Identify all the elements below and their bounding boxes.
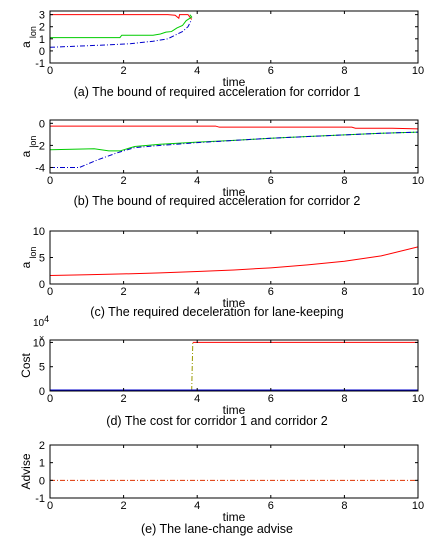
- x-tick-label: 4: [194, 65, 200, 77]
- y-axis-label: a lon: [19, 247, 38, 269]
- x-tick-label: 2: [121, 175, 127, 187]
- y-exponent-power: 4: [44, 314, 49, 324]
- y-axis-label-subscript: lon: [28, 136, 38, 148]
- x-tick-label: 2: [121, 286, 127, 298]
- x-tick-label: 4: [194, 175, 200, 187]
- y-axis-label-main: a: [19, 41, 33, 48]
- y-tick-label: 0: [39, 46, 45, 58]
- y-tick-label: 2: [39, 440, 45, 452]
- x-tick-label: 2: [121, 393, 127, 405]
- y-tick-label: -1: [35, 58, 45, 70]
- x-tick-label: 2: [121, 65, 127, 77]
- x-tick-label: 2: [121, 500, 127, 512]
- x-tick-label: 6: [268, 393, 274, 405]
- y-tick-label: 5: [39, 362, 45, 374]
- x-tick-label: 6: [268, 65, 274, 77]
- y-axis-label-main: a: [19, 150, 33, 157]
- y-exponent-label: 104: [33, 314, 49, 329]
- x-tick-label: 10: [412, 393, 424, 405]
- y-axis-label-main: Advise: [19, 453, 33, 489]
- x-tick-label: 8: [341, 286, 347, 298]
- y-tick-label: 10: [33, 226, 45, 238]
- x-axis-label: time: [223, 296, 246, 310]
- y-tick-label: 5: [39, 253, 45, 265]
- x-tick-label: 8: [341, 500, 347, 512]
- x-tick-label: 10: [412, 175, 424, 187]
- x-axis-label: time: [223, 185, 246, 199]
- x-tick-label: 0: [47, 65, 53, 77]
- y-tick-label: 2: [39, 22, 45, 34]
- x-tick-label: 6: [268, 175, 274, 187]
- y-tick-label: 0: [39, 279, 45, 291]
- chart-panel-3: 0 2 4 6 8 10 0 5 10 time a lon (c) The required dece…: [19, 226, 424, 319]
- x-tick-label: 0: [47, 175, 53, 187]
- series-line-2: [50, 14, 193, 39]
- x-tick-label: 0: [47, 500, 53, 512]
- y-tick-label: -4: [35, 162, 45, 174]
- x-tick-label: 8: [341, 175, 347, 187]
- series-line-1: [50, 125, 419, 130]
- series-line-3: [49, 19, 193, 48]
- y-axis-label-main: Cost: [19, 353, 33, 378]
- x-tick-label: 0: [47, 286, 53, 298]
- plot-frame: [49, 230, 419, 285]
- y-exponent-base: 10: [33, 318, 45, 329]
- y-tick-label: 1: [39, 458, 45, 470]
- y-axis-label: Advise: [19, 453, 33, 489]
- series-line-3: [50, 131, 419, 168]
- x-tick-label: 10: [412, 286, 424, 298]
- x-tick-label: 4: [194, 500, 200, 512]
- panel-caption: (a) The bound of required acceleration f…: [74, 85, 361, 99]
- x-tick-label: 0: [47, 393, 53, 405]
- x-tick-label: 4: [194, 393, 200, 405]
- y-axis-label-subscript: lon: [28, 26, 38, 38]
- y-tick-label: 10: [33, 337, 45, 349]
- y-axis-label: Cost: [19, 353, 33, 378]
- y-tick-label: 0: [39, 386, 45, 398]
- series-line-1: [50, 14, 193, 20]
- x-tick-label: 8: [341, 393, 347, 405]
- x-axis-label: time: [223, 510, 246, 524]
- series-line-1: [49, 246, 419, 277]
- panel-caption: (b) The bound of required acceleration f…: [74, 194, 361, 208]
- series-line-2: [49, 131, 419, 152]
- plot-frame: [49, 119, 419, 174]
- plot-frame: [49, 10, 419, 64]
- y-tick-label: 3: [39, 10, 45, 22]
- panel-caption: (d) The cost for corridor 1 and corridor…: [106, 414, 327, 428]
- corner-mark: ×: [39, 333, 44, 343]
- x-tick-label: 6: [268, 500, 274, 512]
- y-axis-label-main: a: [19, 261, 33, 268]
- y-tick-label: -2: [35, 140, 45, 152]
- x-axis-label: time: [223, 75, 246, 89]
- x-tick-label: 10: [412, 65, 424, 77]
- y-tick-label: -1: [35, 493, 45, 505]
- y-axis-label-subscript: lon: [28, 247, 38, 259]
- y-axis-label: a lon: [19, 136, 38, 158]
- panel-caption: (c) The required deceleration for lane-k…: [90, 305, 343, 319]
- x-tick-label: 10: [412, 500, 424, 512]
- y-tick-label: 0: [39, 118, 45, 130]
- y-tick-label: 0: [39, 475, 45, 487]
- y-axis-label: a lon: [19, 26, 38, 48]
- panel-caption: (e) The lane-change advise: [141, 522, 293, 536]
- plot-frame: [49, 444, 419, 499]
- x-axis-label: time: [223, 403, 246, 417]
- y-tick-label: 1: [39, 34, 45, 46]
- plot-frame: [49, 339, 419, 392]
- x-tick-label: 4: [194, 286, 200, 298]
- x-tick-label: 8: [341, 65, 347, 77]
- series-line-2: [191, 342, 194, 392]
- x-tick-label: 6: [268, 286, 274, 298]
- chart-panel-2: 0 2 4 6 8 10 -4 -2 0 time a lon (b) The bound of req…: [19, 118, 424, 208]
